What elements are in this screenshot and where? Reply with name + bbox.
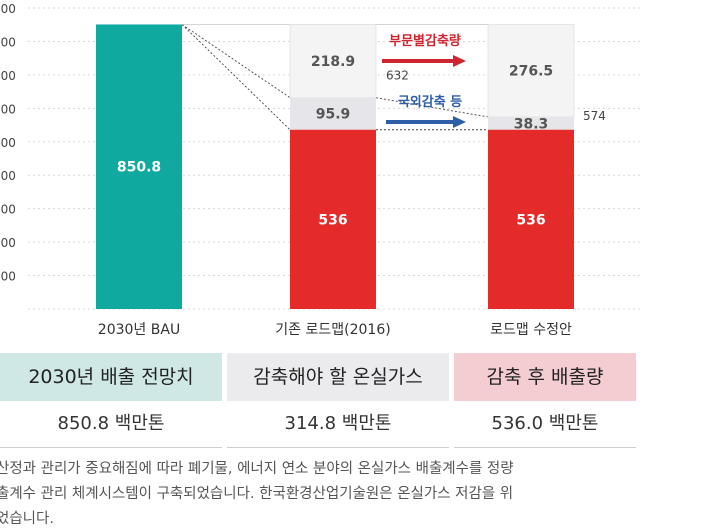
y-tick-label: 200: [0, 236, 16, 250]
value-label-overseas-revised: 38.3: [514, 116, 549, 132]
y-tick-label: 0: [0, 303, 1, 317]
annotation-sector-reduction: 부문별감축량: [389, 33, 461, 49]
summary-title-reduction: 감축해야 할 온실가스: [227, 353, 449, 401]
total-label-revised: 574: [583, 109, 606, 123]
total-label-roadmap2016: 632: [386, 69, 409, 83]
value-label-base-roadmap2016: 536: [318, 212, 347, 228]
summary-table: 2030년 배출 전망치 850.8 백만톤 감축해야 할 온실가스 314.8…: [0, 353, 721, 449]
y-tick-label: 500: [0, 136, 16, 150]
bar-segment-sector-revised: [487, 24, 575, 118]
arrowhead-sector-reduction: [453, 55, 466, 67]
value-label-sector-revised: 276.5: [509, 64, 553, 80]
value-label-sector-roadmap2016: 218.9: [311, 54, 355, 70]
summary-column-after: 감축 후 배출량 536.0 백만톤: [454, 353, 636, 449]
y-tick-label: 900: [0, 2, 16, 16]
bar-segment-base-roadmap2016: [290, 129, 376, 309]
value-labels: 850.8 536 95.9 218.9 536 38.3 276.5 632 574: [117, 54, 606, 228]
summary-value-after: 536.0 백만톤: [454, 401, 636, 448]
annotation-overseas-reduction: 국외감축 등: [398, 94, 462, 110]
summary-value-bau: 850.8 백만톤: [0, 401, 222, 448]
summary-title-after: 감축 후 배출량: [454, 353, 636, 401]
bar-bau: [96, 24, 182, 310]
bars: [96, 24, 575, 310]
bar-segment-overseas-roadmap2016: [290, 97, 376, 130]
y-tick-label: 100: [0, 270, 16, 284]
value-label-base-revised: 536: [516, 212, 545, 228]
x-category-label: 기존 로드맵(2016): [275, 322, 390, 338]
y-tick-label: 700: [0, 69, 16, 83]
bar-segment-overseas-revised: [488, 116, 574, 130]
caption-line-2: 출계수 관리 체계시스템이 구축되었습니다. 한국환경산업기술원은 온실가스 저…: [0, 486, 514, 502]
summary-column-reduction: 감축해야 할 온실가스 314.8 백만톤: [227, 353, 449, 449]
caption-line-3: 었습니다.: [0, 511, 54, 527]
arrowhead-overseas-reduction: [453, 116, 466, 128]
y-tick-label: 400: [0, 169, 16, 183]
caption-text: 산정과 관리가 중요해짐에 따라 폐기물, 에너지 연소 분야의 온실가스 배출…: [0, 457, 721, 532]
y-tick-label: 600: [0, 102, 16, 116]
caption-line-1: 산정과 관리가 중요해짐에 따라 폐기물, 에너지 연소 분야의 온실가스 배출…: [0, 461, 514, 477]
y-tick-label: 800: [0, 35, 16, 49]
connector-line: [181, 24, 291, 99]
summary-column-bau: 2030년 배출 전망치 850.8 백만톤: [0, 353, 222, 449]
connector-line: [375, 97, 489, 118]
summary-title-bau: 2030년 배출 전망치: [0, 353, 222, 401]
value-label-overseas-roadmap2016: 95.9: [316, 107, 351, 123]
x-category-label: 로드맵 수정안: [490, 322, 572, 338]
bar-segment-base-revised: [488, 129, 574, 309]
emissions-chart: 900 800 700 600 500 400 300 200 100 0 850.8 536 95.…: [0, 2, 640, 338]
summary-value-reduction: 314.8 백만톤: [227, 401, 449, 448]
connector-line: [181, 24, 291, 131]
value-label-bau: 850.8: [117, 160, 161, 176]
x-category-label: 2030년 BAU: [98, 322, 180, 338]
y-axis: 900 800 700 600 500 400 300 200 100 0: [0, 2, 16, 317]
y-tick-label: 300: [0, 203, 16, 217]
x-axis: 2030년 BAU 기존 로드맵(2016) 로드맵 수정안: [98, 322, 572, 338]
